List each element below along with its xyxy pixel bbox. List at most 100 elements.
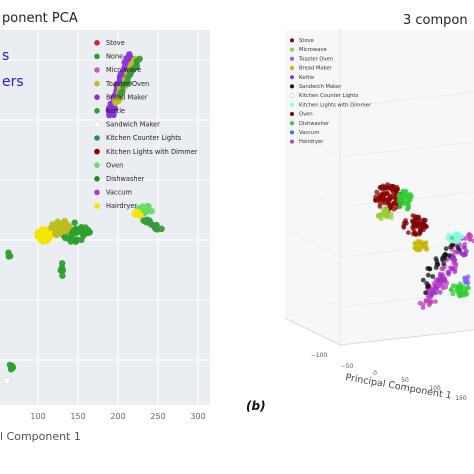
- legend-marker: [290, 47, 294, 52]
- pca-3d-chart: 3 compon Stove Microwave Toaster Oven Bread…: [285, 13, 474, 402]
- x-tick-label: 0: [373, 370, 377, 377]
- scatter-point: [412, 240, 418, 246]
- scatter-point: [153, 225, 161, 232]
- legend-label: Bread Maker: [106, 93, 148, 101]
- legend-marker: [94, 40, 100, 46]
- legend-label: Hairdryer: [106, 202, 137, 210]
- scatter-point: [440, 255, 446, 260]
- scatter-point: [458, 293, 464, 299]
- scatter-point: [436, 278, 441, 283]
- scatter-point: [61, 217, 68, 225]
- scatter-point: [390, 184, 396, 189]
- legend-marker: [94, 189, 100, 196]
- legend-label: Kitchen Counter Lights: [106, 134, 182, 142]
- scatter-point: [429, 292, 435, 297]
- scatter-point: [132, 209, 139, 216]
- scatter-point: [445, 269, 451, 275]
- scatter-point: [105, 104, 113, 112]
- scatter-point: [38, 234, 45, 241]
- legend-marker: [94, 80, 100, 87]
- scatter-point: [435, 262, 441, 267]
- scatter-points-3d: [372, 182, 474, 311]
- scatter-point: [158, 225, 165, 232]
- scatter-point: [463, 280, 469, 285]
- scatter-point: [49, 221, 56, 228]
- scatter-point: [452, 257, 457, 263]
- legend-label: Toaster Oven: [298, 56, 333, 62]
- scatter-point: [133, 57, 141, 65]
- scatter-point: [374, 189, 380, 195]
- legend-marker: [290, 139, 294, 144]
- legend-label: Sandwich Maker: [106, 121, 160, 129]
- scatter-point: [446, 232, 452, 238]
- scatter-point: [396, 192, 402, 198]
- scatter-point: [420, 277, 426, 283]
- legend-label: Oven: [299, 112, 313, 118]
- scatter-point: [464, 291, 470, 297]
- scatter-point: [403, 218, 408, 223]
- scatter-point: [423, 223, 429, 229]
- scatter-point: [424, 246, 430, 252]
- x-tick-label: 250: [150, 412, 165, 421]
- legend-label: Oven: [106, 161, 123, 169]
- scatter-point: [378, 185, 383, 190]
- grid: [0, 30, 210, 405]
- legend-marker: [290, 102, 294, 107]
- scatter-point: [464, 248, 469, 254]
- legend-label: Sandwich Maker: [299, 84, 342, 90]
- scatter-point: [433, 256, 439, 262]
- scatter-point: [439, 266, 445, 272]
- scatter-point: [3, 377, 11, 385]
- x-tick-labels-3d: −100 −50 0 50 100 150: [311, 352, 467, 402]
- scatter-point: [450, 238, 455, 244]
- pca-2d-chart: ponent PCA s ers Stove None Microwave Toast…: [0, 11, 210, 443]
- scatter-point: [401, 199, 407, 205]
- scatter-point: [411, 231, 416, 237]
- scatter-point: [47, 231, 54, 239]
- legend-label: Kitchen Lights with Dimmer: [106, 148, 198, 156]
- x-tick-label: 200: [110, 412, 125, 421]
- scatter-point: [401, 223, 407, 229]
- scatter-point: [455, 249, 460, 255]
- scatter-point: [443, 252, 449, 258]
- grid-line: [285, 279, 341, 308]
- scatter-point: [377, 204, 383, 209]
- legend-label: Kitchen Counter Lights: [299, 93, 358, 99]
- legend-marker: [290, 121, 294, 126]
- scatter-point: [386, 201, 392, 206]
- chart-title: ponent PCA: [2, 11, 78, 26]
- scatter-point: [417, 229, 423, 234]
- scatter-point: [391, 201, 396, 206]
- scatter-point: [441, 261, 447, 267]
- scatter-point: [448, 287, 454, 293]
- scatter-point: [471, 238, 474, 244]
- legend-label: Vaccum: [299, 130, 319, 136]
- scatter-point: [57, 221, 64, 228]
- scatter-point: [400, 189, 406, 195]
- scatter-point: [437, 289, 443, 295]
- scatter-point: [468, 233, 474, 239]
- legend-label: Toaster Oven: [105, 80, 149, 88]
- scatter-point: [425, 266, 431, 271]
- scatter-point: [388, 195, 394, 201]
- scatter-point: [111, 105, 119, 113]
- 3d-edge: [339, 329, 474, 346]
- legend-label: Kettle: [299, 75, 314, 81]
- scatter-point: [443, 246, 449, 252]
- legend-label: Kettle: [106, 107, 125, 115]
- legend-marker: [94, 53, 100, 60]
- scatter-point: [425, 272, 431, 278]
- 3d-edge: [285, 317, 341, 346]
- scatter-point: [440, 277, 446, 283]
- x-axis-label: l Component 1: [0, 430, 81, 443]
- legend-label: Dishwasher: [299, 121, 330, 127]
- scatter-point: [397, 204, 403, 210]
- scatter-point: [407, 195, 412, 201]
- legend-label: Stove: [299, 38, 314, 44]
- panel-label-b: (b): [246, 399, 266, 413]
- scatter-point: [66, 223, 73, 230]
- scatter-point: [71, 219, 78, 226]
- x-tick-label: 150: [70, 412, 85, 421]
- legend-marker: [94, 162, 100, 168]
- legend-label: Vaccum: [106, 189, 132, 197]
